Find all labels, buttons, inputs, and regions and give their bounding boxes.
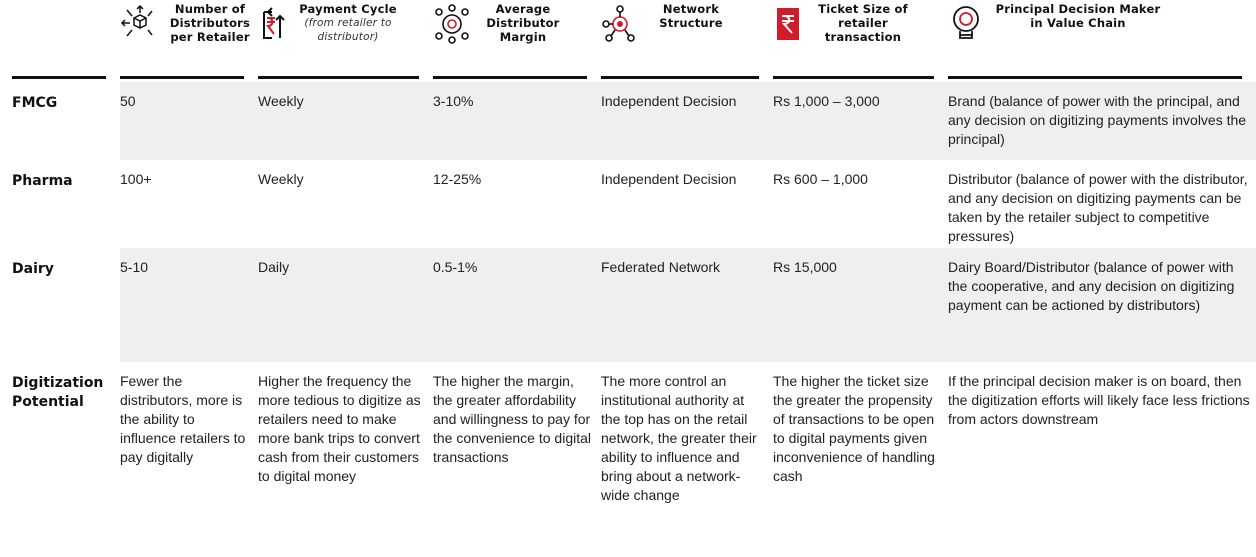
header-icon xyxy=(258,4,296,48)
header-title: Average Distributor Margin xyxy=(486,2,560,44)
header-note: (from retailer to distributor) xyxy=(304,17,392,43)
header-rule: Average Distributor Margin xyxy=(433,0,587,79)
table-row: Dairy 5-10 Daily 0.5-1% Federated Network Rs … xyxy=(0,248,1256,362)
cell: 0.5-1% xyxy=(433,248,601,362)
row-label: Digitization Potential xyxy=(12,375,104,410)
cell: Rs 1,000 – 3,000 xyxy=(773,82,948,160)
icon-payment-cycle xyxy=(263,7,285,39)
header-title: Payment Cycle xyxy=(299,2,397,16)
cell: Dairy Board/Distributor (balance of powe… xyxy=(948,248,1256,362)
icon-margin xyxy=(435,4,469,44)
cell: 50 xyxy=(120,82,258,160)
header-rule: Payment Cycle (from retailer to distribut… xyxy=(258,0,419,79)
header-cell: Network Structure xyxy=(601,0,773,82)
header-rule: Number of Distributors per Retailer xyxy=(120,0,250,79)
header-icon xyxy=(601,4,639,48)
row-label: FMCG xyxy=(12,95,58,111)
cell: Weekly xyxy=(258,171,304,187)
header-rule: Principal Decision Maker in Value Chain xyxy=(948,0,1242,79)
cell: The more control an institutional author… xyxy=(601,373,757,503)
corner xyxy=(0,0,120,82)
cell: Federated Network xyxy=(601,248,773,362)
header-cell: Average Distributor Margin xyxy=(433,0,601,82)
cell: 5-10 xyxy=(120,248,258,362)
cell: Daily xyxy=(258,248,433,362)
cell: Fewer the distributors, more is the abil… xyxy=(120,373,246,465)
header-rule xyxy=(12,0,106,79)
cell: Higher the frequency the more tedious to… xyxy=(258,373,421,484)
cell: Independent Decision xyxy=(601,82,773,160)
cell: 12-25% xyxy=(433,171,482,187)
table-row: Pharma 100+ Weekly 12-25% Independent Decisi… xyxy=(0,160,1256,248)
header-cell: Number of Distributors per Retailer xyxy=(120,0,258,82)
header-title: Number of Distributors per Retailer xyxy=(169,2,251,44)
header-icon xyxy=(948,4,986,48)
cell: Rs 15,000 xyxy=(773,248,948,362)
cell: The higher the margin, the greater affor… xyxy=(433,373,591,465)
header-cell: Ticket Size of retailer transaction xyxy=(773,0,948,82)
header-title: Network Structure xyxy=(659,2,723,30)
cell: Brand (balance of power with the princip… xyxy=(948,82,1256,160)
header-icon xyxy=(773,4,811,48)
cell: 100+ xyxy=(120,171,152,187)
header-text: Principal Decision Maker in Value Chain xyxy=(988,2,1168,30)
header-title: Principal Decision Maker in Value Chain xyxy=(995,2,1161,30)
header-icon xyxy=(433,4,471,48)
cell: If the principal decision maker is on bo… xyxy=(948,373,1250,427)
cell: Independent Decision xyxy=(601,171,737,187)
table-row: Digitization Potential Fewer the distribu… xyxy=(0,362,1256,557)
header-rule: Ticket Size of retailer transaction xyxy=(773,0,934,79)
icon-network xyxy=(602,5,635,42)
row-label-cell: Dairy xyxy=(0,248,120,362)
icon-distributors xyxy=(120,4,153,37)
header-text: Network Structure xyxy=(641,2,741,30)
row-label: Dairy xyxy=(12,261,54,277)
row-label: Pharma xyxy=(12,173,73,189)
cell: Rs 600 – 1,000 xyxy=(773,171,868,187)
header-text: Payment Cycle (from retailer to distribut… xyxy=(298,2,398,44)
row-label-cell: FMCG xyxy=(0,82,120,160)
header-text: Number of Distributors per Retailer xyxy=(160,2,260,44)
cell: 3-10% xyxy=(433,82,601,160)
table-body: FMCG 50 Weekly 3-10% Independent Decision Rs … xyxy=(0,82,1256,557)
row-label-cell: Digitization Potential xyxy=(0,362,120,557)
header-rule: Network Structure xyxy=(601,0,759,79)
header-cell: Principal Decision Maker in Value Chain xyxy=(948,0,1256,82)
cell: The higher the ticket size the greater t… xyxy=(773,373,935,484)
row-label-cell: Pharma xyxy=(0,160,120,248)
header-cell: Payment Cycle (from retailer to distribut… xyxy=(258,0,433,82)
icon-ticket xyxy=(777,8,799,40)
table-row: FMCG 50 Weekly 3-10% Independent Decision Rs … xyxy=(0,82,1256,160)
header-row: Number of Distributors per Retailer Payme… xyxy=(0,0,1256,82)
header-text: Ticket Size of retailer transaction xyxy=(813,2,913,44)
cell: Weekly xyxy=(258,82,433,160)
cell: Distributor (balance of power with the d… xyxy=(948,171,1248,244)
icon-decision xyxy=(953,6,979,39)
header-icon xyxy=(120,4,158,48)
header-text: Average Distributor Margin xyxy=(473,2,573,44)
header-title: Ticket Size of retailer transaction xyxy=(818,2,908,44)
